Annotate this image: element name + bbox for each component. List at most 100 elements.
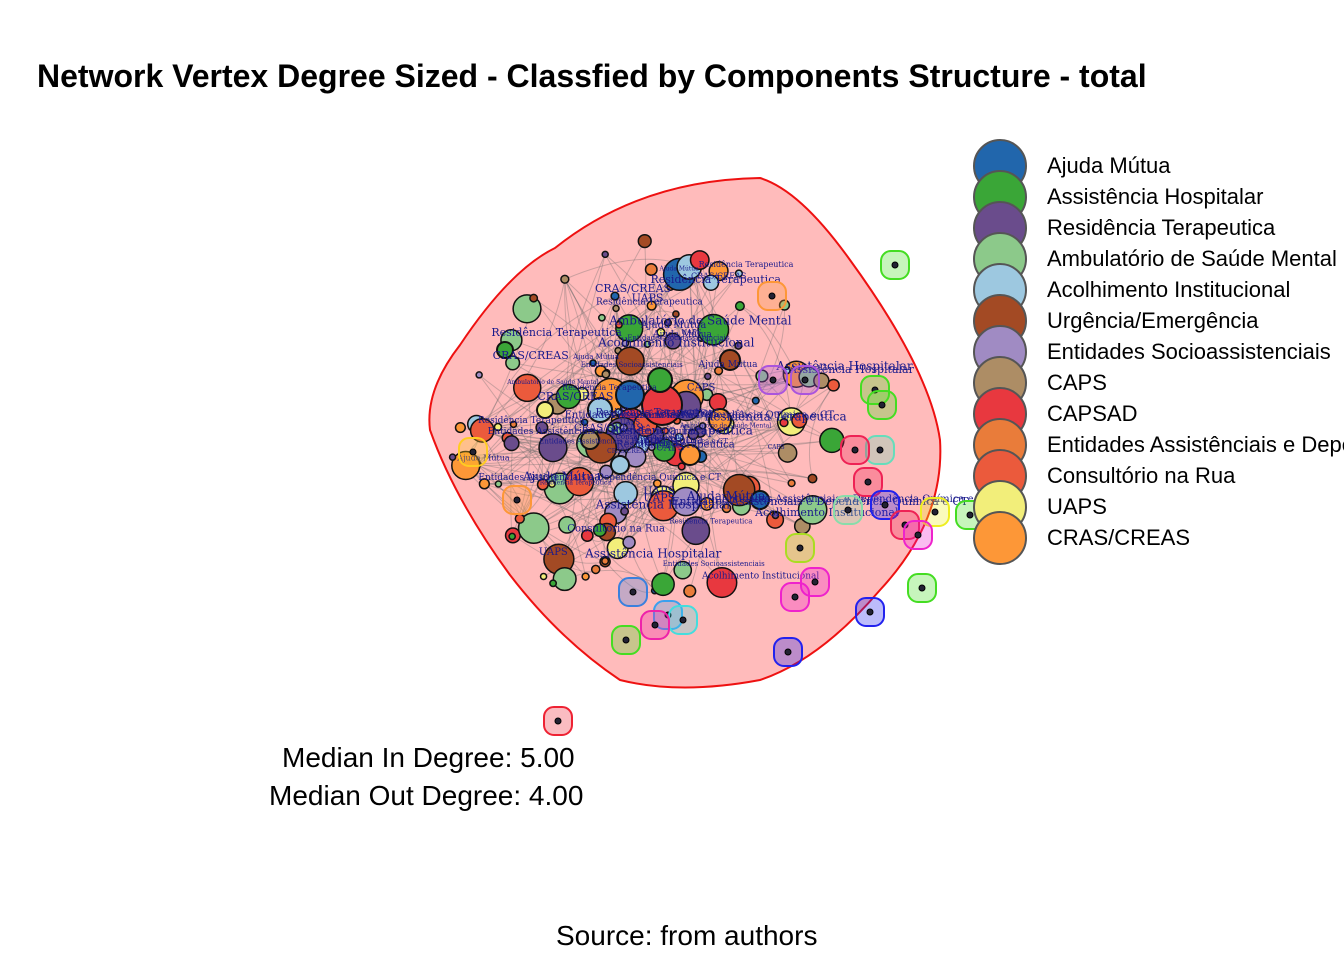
vertex-label: Residência Terapeutica: [595, 407, 714, 418]
vertex-label: Ajuda Mútua: [572, 353, 619, 361]
vertex: [552, 566, 577, 592]
vertex: [878, 401, 886, 409]
vertex-label: Ajuda Mútua: [698, 359, 758, 370]
legend-label: Entidades Socioassistenciais: [1047, 338, 1331, 364]
vertex: [580, 418, 589, 426]
vertex: [629, 588, 637, 596]
vertex: [503, 435, 520, 452]
edge: [519, 254, 606, 519]
vertex-label: Consultório na Rua: [567, 524, 665, 535]
vertex: [619, 423, 628, 432]
vertex: [674, 432, 684, 443]
vertex: [580, 529, 594, 543]
vertex-label: Acolhimento Institucional: [701, 572, 819, 582]
vertex: [601, 557, 610, 566]
vertex-label: Entidades Assistênciais e Dependência Qu…: [539, 437, 728, 445]
vertex: [851, 446, 859, 454]
hub-vertex: [647, 367, 673, 393]
edge: [606, 358, 719, 374]
legend-label: Residência Terapeutica: [1047, 214, 1276, 240]
edge: [497, 313, 677, 428]
vertex: [652, 479, 662, 488]
vertex-label: Entidades Assistênciais e Dependência Qu…: [488, 426, 731, 437]
legend-label: UAPS: [1047, 493, 1107, 519]
vertex: [478, 478, 491, 490]
edge: [476, 423, 658, 484]
edge: [566, 421, 792, 526]
vertex: [612, 304, 620, 313]
vertex: [589, 359, 597, 367]
vertex: [664, 332, 682, 350]
vertex-label: Residência Terapeutica: [650, 273, 781, 286]
vertex-label: Ambulatório de Saúde Mental: [679, 422, 771, 429]
vertex: [555, 383, 582, 410]
legend-label: CAPSAD: [1047, 400, 1138, 426]
legend-item: Entidades Assistênciais e Dependência Qu…: [973, 417, 1344, 472]
vertex-label: Entidades Assistênciais e Dependência Qu…: [672, 495, 969, 508]
hub-vertex: [708, 408, 732, 432]
vertex: [771, 511, 780, 520]
vertex-label: Ambulatório de Saúde Mental: [506, 379, 598, 386]
chart-title: Network Vertex Degree Sized - Classfied …: [37, 58, 1147, 94]
vertex: [469, 448, 477, 456]
legend-label: Entidades Assistênciais e Dependência Qu…: [1047, 431, 1344, 457]
vertex: [677, 462, 686, 471]
hub-vertex: [587, 397, 613, 423]
legend-item: Ambulatório de Saúde Mental: [973, 231, 1337, 286]
edge: [481, 295, 616, 431]
edge: [685, 384, 834, 487]
vertex: [656, 327, 666, 337]
vertex: [734, 269, 744, 278]
legend-item: Acolhimento Institucional: [973, 262, 1290, 317]
vertex: [601, 250, 609, 259]
median-in-degree: Median In Degree: 5.00: [282, 742, 575, 773]
vertex: [513, 496, 521, 504]
vertex: [689, 250, 710, 271]
legend-swatch: [973, 510, 1027, 565]
vertex: [734, 301, 745, 312]
vertex: [613, 480, 639, 506]
vertex: [549, 579, 558, 588]
vertex-label: UAPS: [539, 547, 568, 558]
vertex: [558, 516, 576, 534]
vertex: [517, 512, 550, 544]
vertex-label: CRAS/CREAS: [595, 282, 671, 295]
vertex-label: Entidades Assistênciais e Dependência Qu…: [478, 472, 721, 483]
vertex: [966, 511, 974, 519]
edge: [477, 464, 609, 523]
legend-item: Entidades Socioassistenciais: [973, 324, 1331, 379]
edge: [476, 327, 630, 465]
edge: [688, 266, 740, 491]
hub-vertex: [536, 401, 554, 419]
edge: [739, 305, 792, 422]
vertex: [866, 608, 874, 616]
vertex: [687, 428, 699, 441]
vertex: [581, 572, 590, 581]
vertex-label: Entidades Assistênciais e Dependência Qu…: [565, 410, 835, 421]
vertex: [811, 578, 819, 586]
legend-label: Ambulatório de Saúde Mental: [1047, 245, 1337, 271]
vertex-label: UAPS: [632, 292, 664, 305]
vertex-label: Assistência Hospitalar: [584, 547, 721, 561]
vertex-label: UAPS: [643, 484, 675, 497]
vertex-label: CRAS/CREAS: [657, 410, 719, 420]
legend-label: Urgência/Emergência: [1047, 307, 1259, 333]
hub-vertex: [719, 349, 741, 371]
vertex: [698, 422, 707, 430]
vertex-label: Ajuda Mútua: [456, 453, 510, 462]
vertex: [622, 636, 630, 644]
vertex-label: UAPS: [656, 443, 685, 454]
vertex: [706, 567, 738, 599]
edge: [476, 372, 607, 425]
vertex: [475, 371, 483, 379]
vertex: [564, 466, 595, 497]
legend-label: Assistência Hospitalar: [1047, 183, 1264, 209]
edge: [605, 373, 756, 402]
vertex: [791, 412, 808, 429]
vertex-label: UAPS: [643, 492, 675, 505]
vertex-label: Ambulatório de Saúde Mental: [608, 313, 792, 327]
vertex: [679, 616, 687, 624]
vertex: [512, 373, 542, 403]
vertex: [469, 418, 495, 443]
vertex: [494, 480, 503, 488]
